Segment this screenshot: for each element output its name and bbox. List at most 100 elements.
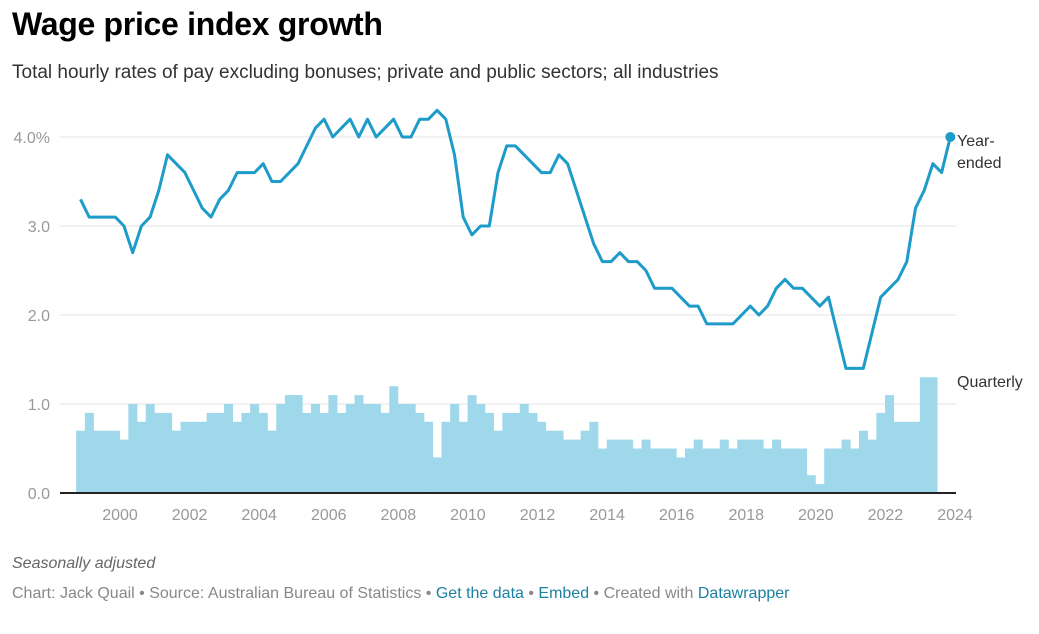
y-axis-ticks: 0.0 1.0 2.0 3.0 4.0%	[14, 130, 51, 503]
series-label-quarterly: Quarterly	[957, 374, 1023, 391]
chart-title: Wage price index growth	[12, 6, 383, 42]
chart-svg: 0.0 1.0 2.0 3.0 4.0% 2000 2002 2004 2006 2008 201…	[14, 108, 1023, 524]
quarterly-bar	[511, 412, 521, 493]
quarterly-bar	[345, 404, 355, 493]
quarterly-bar	[606, 439, 616, 493]
x-tick-label: 2012	[520, 507, 556, 524]
quarterly-bar	[545, 430, 555, 493]
quarterly-bar	[893, 421, 903, 493]
quarterly-bar	[476, 404, 486, 493]
year-ended-line	[79, 108, 952, 370]
quarterly-bar	[693, 439, 703, 493]
year-ended-end-dot	[945, 132, 956, 142]
x-axis-ticks: 2000 2002 2004 2006 2008 2010 2012 2014 2016 2018…	[102, 507, 973, 524]
quarterly-bar	[171, 430, 181, 493]
quarterly-bar	[537, 421, 547, 493]
quarterly-bar	[432, 457, 442, 493]
quarterly-bar	[397, 404, 407, 493]
quarterly-bar	[276, 404, 286, 493]
embed-link[interactable]: Embed	[538, 585, 590, 602]
quarterly-bar	[841, 439, 851, 493]
quarterly-bar	[284, 395, 294, 493]
quarterly-bar	[858, 430, 868, 493]
y-tick-label: 4.0%	[14, 130, 50, 147]
quarterly-bar	[667, 448, 677, 493]
quarterly-bar	[563, 439, 573, 493]
quarterly-bar	[250, 404, 260, 493]
quarterly-bar	[571, 439, 581, 493]
quarterly-bar	[458, 421, 468, 493]
chart-note: Seasonally adjusted	[12, 555, 156, 572]
quarterly-bar	[224, 404, 234, 493]
gridlines	[60, 136, 956, 405]
quarterly-bar	[84, 412, 94, 493]
quarterly-bar	[789, 448, 799, 493]
quarterly-bar	[337, 412, 347, 493]
quarterly-bar	[867, 439, 877, 493]
quarterly-bar	[798, 448, 808, 493]
quarterly-bar	[363, 404, 373, 493]
x-tick-label: 2008	[381, 507, 417, 524]
quarterly-bar	[163, 412, 173, 493]
quarterly-bar	[180, 421, 190, 493]
chart-footer: Chart: Jack Quail • Source: Australian B…	[12, 585, 789, 603]
quarterly-bar	[293, 395, 303, 493]
quarterly-bar	[128, 404, 138, 493]
y-tick-label: 0.0	[28, 486, 50, 503]
quarterly-bar	[676, 457, 686, 493]
quarterly-bar	[467, 395, 477, 493]
quarterly-bar	[885, 395, 895, 493]
quarterly-bar	[928, 377, 938, 493]
quarterly-bar	[632, 448, 642, 493]
quarterly-bar	[493, 430, 503, 493]
quarterly-bar	[206, 412, 216, 493]
quarterly-bar	[502, 412, 512, 493]
quarterly-bar	[319, 412, 329, 493]
quarterly-bar	[406, 404, 416, 493]
quarterly-bar	[685, 448, 695, 493]
quarterly-bar	[711, 448, 721, 493]
quarterly-bar	[832, 448, 842, 493]
series-label-year-ended: Year-	[957, 133, 995, 150]
quarterly-bar	[258, 412, 268, 493]
series-label-year-ended-line2: ended	[957, 155, 1002, 172]
quarterly-bar	[154, 412, 164, 493]
x-tick-label: 2022	[868, 507, 904, 524]
quarterly-bar	[424, 421, 434, 493]
quarterly-bar	[145, 404, 155, 493]
quarterly-bar	[719, 439, 729, 493]
quarterly-bar	[919, 377, 929, 493]
quarterly-bar	[624, 439, 634, 493]
quarterly-bars	[76, 377, 938, 493]
x-tick-label: 2016	[659, 507, 695, 524]
quarterly-bar	[528, 412, 538, 493]
quarterly-bar	[311, 404, 321, 493]
quarterly-bar	[415, 412, 425, 493]
y-tick-label: 2.0	[28, 308, 50, 325]
get-the-data-link[interactable]: Get the data	[435, 585, 524, 602]
quarterly-bar	[806, 475, 816, 493]
quarterly-bar	[450, 404, 460, 493]
x-tick-label: 2002	[172, 507, 208, 524]
y-tick-label: 3.0	[28, 219, 50, 236]
quarterly-bar	[728, 448, 738, 493]
quarterly-bar	[197, 421, 207, 493]
quarterly-bar	[589, 421, 599, 493]
quarterly-bar	[902, 421, 912, 493]
quarterly-bar	[189, 421, 199, 493]
quarterly-bar	[824, 448, 834, 493]
quarterly-bar	[137, 421, 147, 493]
x-tick-label: 2006	[311, 507, 347, 524]
quarterly-bar	[650, 448, 660, 493]
quarterly-bar	[232, 421, 242, 493]
quarterly-bar	[380, 412, 390, 493]
y-tick-label: 1.0	[28, 397, 50, 414]
quarterly-bar	[850, 448, 860, 493]
x-tick-label: 2014	[589, 507, 625, 524]
quarterly-bar	[754, 439, 764, 493]
quarterly-bar	[110, 430, 120, 493]
quarterly-bar	[241, 412, 251, 493]
quarterly-bar	[615, 439, 625, 493]
datawrapper-link[interactable]: Datawrapper	[697, 585, 790, 602]
quarterly-bar	[119, 439, 129, 493]
